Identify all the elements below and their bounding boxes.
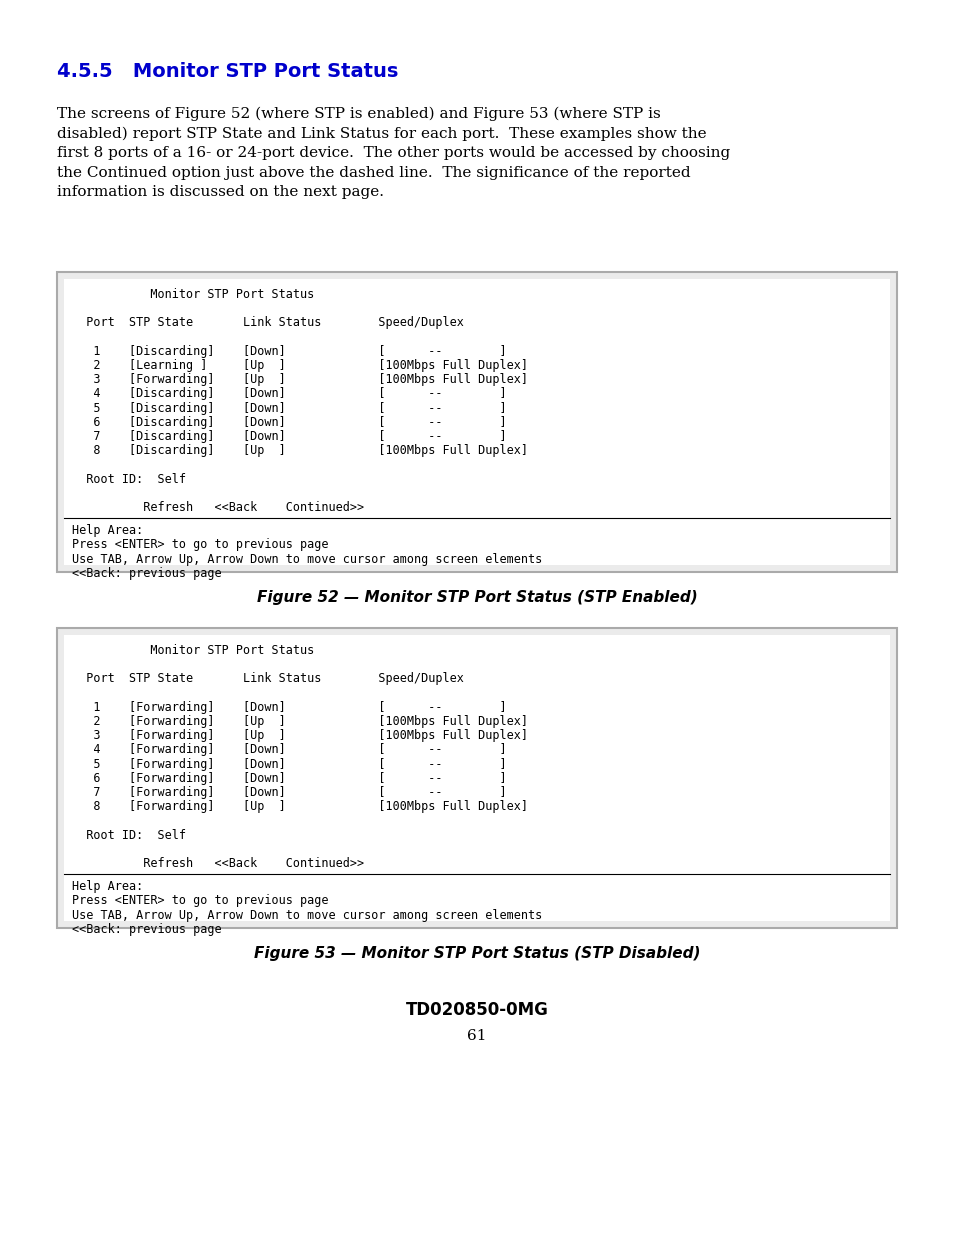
Text: disabled) report STP State and Link Status for each port.  These examples show t: disabled) report STP State and Link Stat…	[57, 126, 706, 141]
Text: Figure 53 — Monitor STP Port Status (STP Disabled): Figure 53 — Monitor STP Port Status (STP…	[253, 946, 700, 961]
Text: information is discussed on the next page.: information is discussed on the next pag…	[57, 185, 384, 199]
Text: Root ID:  Self: Root ID: Self	[71, 473, 186, 485]
Text: 8    [Forwarding]    [Up  ]             [100Mbps Full Duplex]: 8 [Forwarding] [Up ] [100Mbps Full Duple…	[71, 800, 527, 813]
Text: Press <ENTER> to go to previous page: Press <ENTER> to go to previous page	[71, 538, 328, 551]
Text: 61: 61	[467, 1029, 486, 1044]
FancyBboxPatch shape	[64, 279, 889, 564]
Text: <<Back: previous page: <<Back: previous page	[71, 567, 221, 579]
FancyBboxPatch shape	[57, 629, 896, 927]
Text: first 8 ports of a 16- or 24-port device.  The other ports would be accessed by : first 8 ports of a 16- or 24-port device…	[57, 146, 729, 161]
Text: Figure 52 — Monitor STP Port Status (STP Enabled): Figure 52 — Monitor STP Port Status (STP…	[256, 590, 697, 605]
FancyBboxPatch shape	[64, 635, 889, 921]
Text: 1    [Discarding]    [Down]             [      --        ]: 1 [Discarding] [Down] [ -- ]	[71, 345, 506, 358]
Text: Help Area:: Help Area:	[71, 881, 143, 893]
Text: Port  STP State       Link Status        Speed/Duplex: Port STP State Link Status Speed/Duplex	[71, 316, 463, 330]
Text: 5    [Discarding]    [Down]             [      --        ]: 5 [Discarding] [Down] [ -- ]	[71, 401, 506, 415]
Text: 1    [Forwarding]    [Down]             [      --        ]: 1 [Forwarding] [Down] [ -- ]	[71, 700, 506, 714]
Text: The screens of Figure 52 (where STP is enabled) and Figure 53 (where STP is: The screens of Figure 52 (where STP is e…	[57, 107, 660, 121]
Text: Root ID:  Self: Root ID: Self	[71, 829, 186, 841]
Text: Refresh   <<Back    Continued>>: Refresh <<Back Continued>>	[71, 501, 364, 514]
Text: 2    [Learning ]     [Up  ]             [100Mbps Full Duplex]: 2 [Learning ] [Up ] [100Mbps Full Duplex…	[71, 359, 527, 372]
Text: 8    [Discarding]    [Up  ]             [100Mbps Full Duplex]: 8 [Discarding] [Up ] [100Mbps Full Duple…	[71, 445, 527, 457]
Text: 4    [Forwarding]    [Down]             [      --        ]: 4 [Forwarding] [Down] [ -- ]	[71, 743, 506, 756]
Text: 3    [Forwarding]    [Up  ]             [100Mbps Full Duplex]: 3 [Forwarding] [Up ] [100Mbps Full Duple…	[71, 729, 527, 742]
Text: Use TAB, Arrow Up, Arrow Down to move cursor among screen elements: Use TAB, Arrow Up, Arrow Down to move cu…	[71, 909, 541, 921]
Text: Press <ENTER> to go to previous page: Press <ENTER> to go to previous page	[71, 894, 328, 908]
Text: Port  STP State       Link Status        Speed/Duplex: Port STP State Link Status Speed/Duplex	[71, 672, 463, 685]
Text: Monitor STP Port Status: Monitor STP Port Status	[71, 288, 314, 301]
Text: 2    [Forwarding]    [Up  ]             [100Mbps Full Duplex]: 2 [Forwarding] [Up ] [100Mbps Full Duple…	[71, 715, 527, 727]
Text: 4    [Discarding]    [Down]             [      --        ]: 4 [Discarding] [Down] [ -- ]	[71, 388, 506, 400]
Text: TD020850-0MG: TD020850-0MG	[405, 1002, 548, 1019]
Text: Refresh   <<Back    Continued>>: Refresh <<Back Continued>>	[71, 857, 364, 869]
Text: Help Area:: Help Area:	[71, 524, 143, 537]
Text: 7    [Forwarding]    [Down]             [      --        ]: 7 [Forwarding] [Down] [ -- ]	[71, 785, 506, 799]
Text: 6    [Discarding]    [Down]             [      --        ]: 6 [Discarding] [Down] [ -- ]	[71, 416, 506, 429]
FancyBboxPatch shape	[57, 272, 896, 572]
Text: Use TAB, Arrow Up, Arrow Down to move cursor among screen elements: Use TAB, Arrow Up, Arrow Down to move cu…	[71, 552, 541, 566]
Text: the Continued option just above the dashed line.  The significance of the report: the Continued option just above the dash…	[57, 165, 690, 179]
Text: <<Back: previous page: <<Back: previous page	[71, 923, 221, 936]
Text: 4.5.5   Monitor STP Port Status: 4.5.5 Monitor STP Port Status	[57, 62, 398, 82]
Text: 6    [Forwarding]    [Down]             [      --        ]: 6 [Forwarding] [Down] [ -- ]	[71, 772, 506, 784]
Text: 5    [Forwarding]    [Down]             [      --        ]: 5 [Forwarding] [Down] [ -- ]	[71, 757, 506, 771]
Text: 3    [Forwarding]    [Up  ]             [100Mbps Full Duplex]: 3 [Forwarding] [Up ] [100Mbps Full Duple…	[71, 373, 527, 387]
Text: 7    [Discarding]    [Down]             [      --        ]: 7 [Discarding] [Down] [ -- ]	[71, 430, 506, 443]
Text: Monitor STP Port Status: Monitor STP Port Status	[71, 643, 314, 657]
